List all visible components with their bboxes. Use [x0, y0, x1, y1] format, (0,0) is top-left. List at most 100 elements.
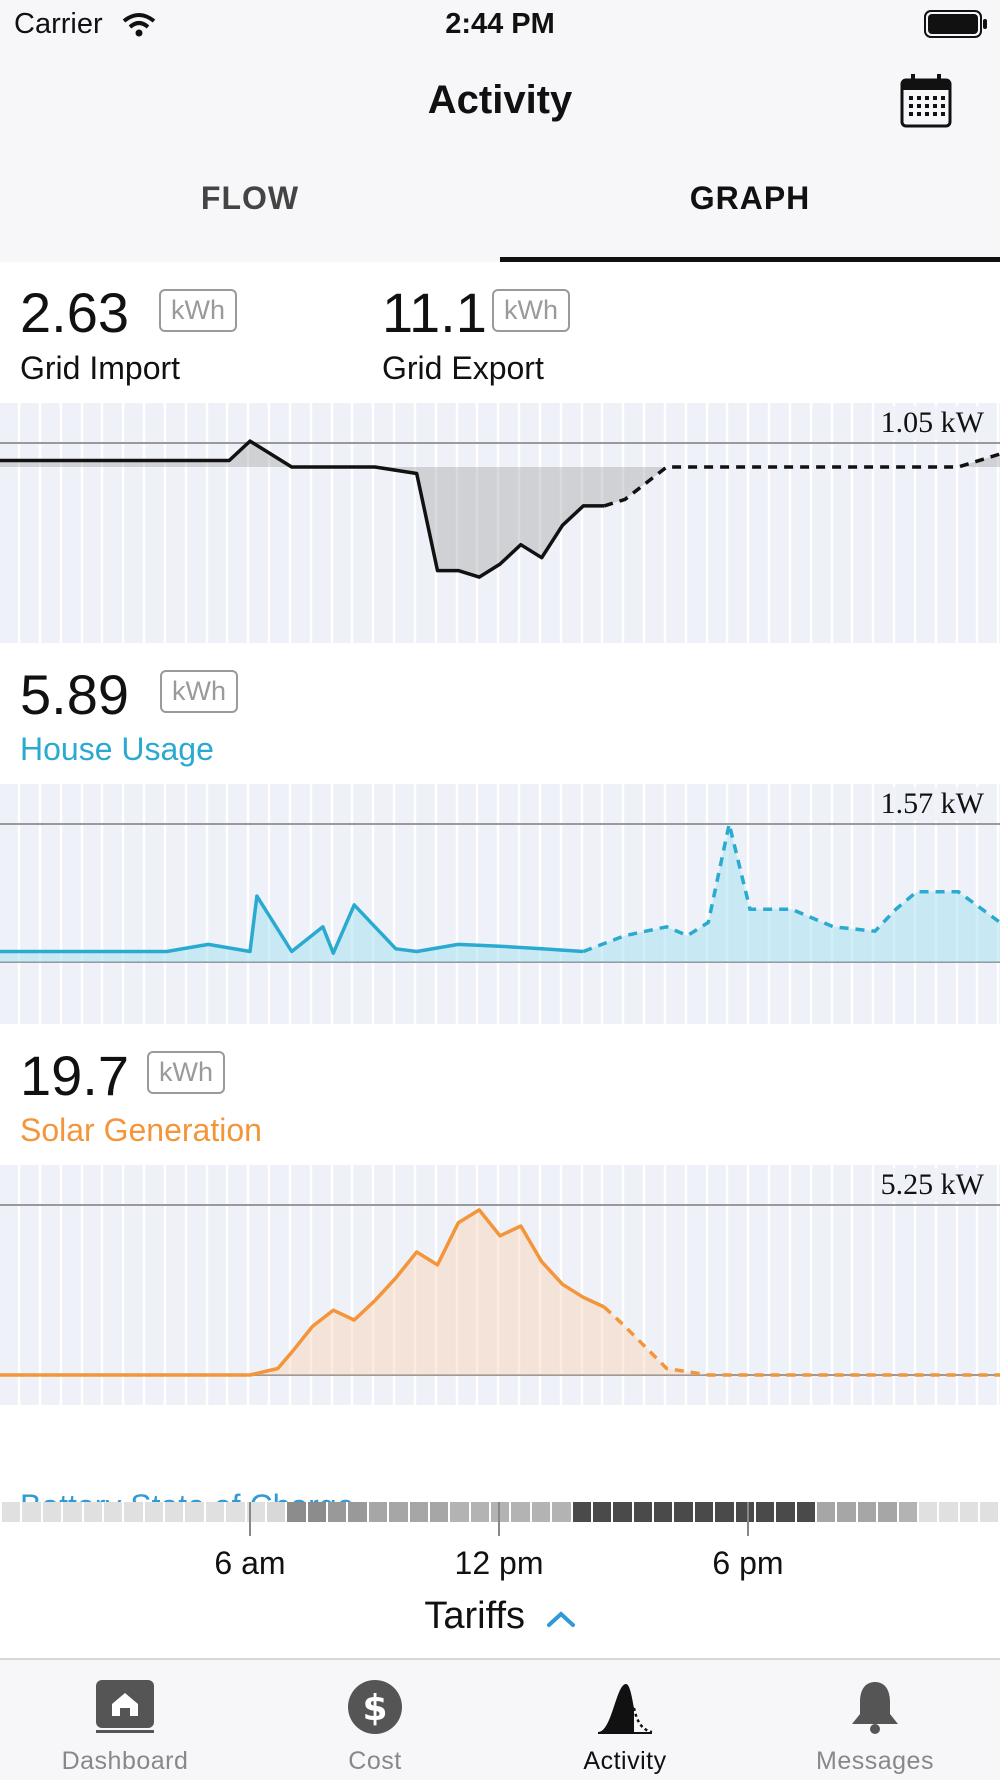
- tariff-cell: [389, 1502, 408, 1522]
- tariff-cell: [918, 1502, 938, 1522]
- solar-generation-unit: kWh: [147, 1051, 225, 1094]
- tariff-cell: [654, 1502, 673, 1522]
- tab-selected-indicator: [500, 257, 1000, 262]
- carrier-label: Carrier: [14, 8, 103, 40]
- tariff-cell: [205, 1502, 225, 1522]
- tabbar-cost-label: Cost: [348, 1747, 402, 1775]
- house-scale-label: 1.57 kW: [876, 787, 988, 821]
- battery-icon: [924, 10, 988, 38]
- tariff-cell: [674, 1502, 693, 1522]
- tabbar-dashboard-label: Dashboard: [61, 1747, 189, 1775]
- tariff-cell: [429, 1502, 449, 1522]
- tariffs-label: Tariffs: [424, 1595, 526, 1637]
- tabbar-activity-label: Activity: [583, 1747, 667, 1775]
- tariff-cell: [287, 1502, 306, 1522]
- tariff-cell: [592, 1502, 612, 1522]
- solar-area: [0, 1209, 1000, 1375]
- tariff-cell: [796, 1502, 815, 1522]
- bell-icon: [750, 1678, 1000, 1741]
- tab-flow[interactable]: FLOW: [200, 180, 300, 216]
- house-forecast-line: [582, 823, 1000, 954]
- tariff-cell: [328, 1502, 347, 1522]
- tariff-cell: [857, 1502, 877, 1522]
- tariff-cell: [959, 1502, 978, 1522]
- tariff-cell: [144, 1502, 163, 1522]
- tariff-cell: [409, 1502, 428, 1522]
- tariff-cell: [266, 1502, 286, 1522]
- tab-graph[interactable]: GRAPH: [689, 180, 811, 216]
- tabbar-dashboard[interactable]: Dashboard: [0, 1678, 250, 1776]
- house-icon: [0, 1678, 250, 1741]
- grid-import-unit: kWh: [159, 289, 237, 332]
- axis-tick-6am: [249, 1502, 251, 1536]
- tabbar-messages-label: Messages: [816, 1747, 934, 1775]
- activity-icon: [500, 1678, 750, 1741]
- chevron-up-icon: [546, 1599, 576, 1636]
- battery-label-text: Battery State of Charge: [20, 1488, 354, 1502]
- tabbar-cost[interactable]: $ Cost: [250, 1678, 500, 1776]
- axis-tick-6pm: [747, 1502, 749, 1536]
- tariff-cell: [307, 1502, 326, 1522]
- house-area: [0, 824, 1000, 962]
- tariff-cell: [939, 1502, 958, 1522]
- house-chart-svg: [0, 784, 1000, 1024]
- house-usage-unit: kWh: [160, 670, 238, 713]
- tariff-cell: [980, 1502, 999, 1522]
- tariff-cell: [450, 1502, 469, 1522]
- calendar-icon[interactable]: [900, 74, 952, 133]
- grid-chart-svg: [0, 403, 1000, 643]
- tariff-cell: [103, 1502, 123, 1522]
- tariff-cell: [715, 1502, 734, 1522]
- status-bar: [0, 0, 1000, 50]
- tariff-strip[interactable]: [2, 1502, 999, 1522]
- navigation-bar: [0, 50, 1000, 262]
- battery-section-label: Battery State of Charge: [20, 1488, 354, 1502]
- grid-export-value: 11.1: [382, 281, 487, 344]
- axis-tick-12pm: [498, 1502, 500, 1536]
- tariff-cell: [572, 1502, 591, 1522]
- tariff-cell: [246, 1502, 265, 1522]
- tariff-cell: [511, 1502, 530, 1522]
- tariff-cell: [42, 1502, 62, 1522]
- house-usage-value: 5.89: [20, 663, 129, 726]
- tab-bar: [0, 1658, 1000, 1780]
- tariff-cell: [185, 1502, 204, 1522]
- solar-generation-label: Solar Generation: [20, 1112, 262, 1148]
- tabbar-activity[interactable]: Activity: [500, 1678, 750, 1776]
- tariff-cell: [898, 1502, 917, 1522]
- grid-export-unit: kWh: [492, 289, 570, 332]
- tariff-cell: [124, 1502, 143, 1522]
- tariff-cell: [491, 1502, 510, 1522]
- tariff-cell: [613, 1502, 632, 1522]
- grid-scale-label: 1.05 kW: [876, 406, 988, 440]
- tabbar-messages[interactable]: Messages: [750, 1678, 1000, 1776]
- tariff-cell: [531, 1502, 551, 1522]
- solar-chart-svg: [0, 1165, 1000, 1405]
- tariff-cell: [552, 1502, 571, 1522]
- grid-forecast-line: [603, 452, 1000, 508]
- axis-label-6am: 6 am: [214, 1545, 286, 1581]
- wifi-icon: [122, 12, 156, 43]
- tariff-cell: [755, 1502, 775, 1522]
- tariff-cell: [165, 1502, 184, 1522]
- tariff-cell: [470, 1502, 489, 1522]
- tariff-cell: [368, 1502, 388, 1522]
- page-title: Activity: [427, 78, 573, 122]
- solar-forecast-line: [603, 1305, 1000, 1377]
- tariff-cell: [837, 1502, 856, 1522]
- tariffs-toggle[interactable]: Tariffs: [0, 1595, 1000, 1638]
- solar-series-line: [0, 1208, 605, 1377]
- svg-text:$: $: [362, 1688, 387, 1729]
- solar-generation-value: 19.7: [20, 1044, 129, 1107]
- solar-chart[interactable]: [0, 1165, 1000, 1405]
- house-chart[interactable]: [0, 784, 1000, 1024]
- grid-series-line: [0, 439, 605, 579]
- axis-label-6pm: 6 pm: [712, 1545, 784, 1581]
- tariff-cell: [735, 1502, 754, 1522]
- status-time: 2:44 PM: [445, 8, 555, 40]
- grid-import-label: Grid Import: [20, 350, 181, 386]
- house-series-line: [0, 894, 584, 955]
- grid-import-value: 2.63: [20, 281, 129, 344]
- grid-area: [0, 441, 1000, 578]
- grid-chart[interactable]: [0, 403, 1000, 643]
